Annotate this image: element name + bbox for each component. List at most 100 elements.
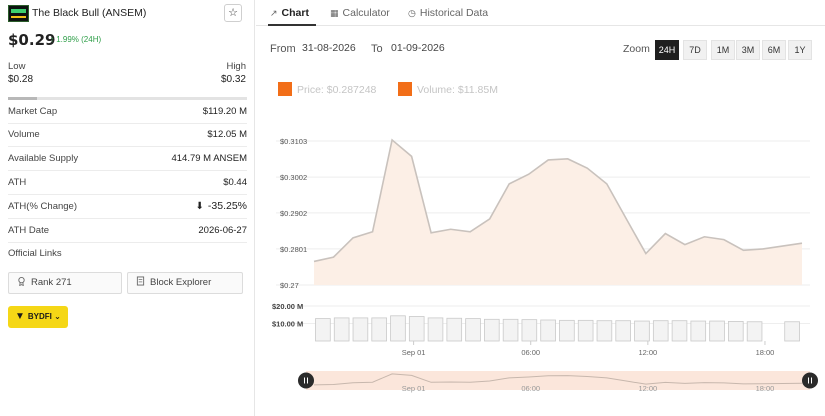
active-tab-indicator: [268, 24, 316, 26]
volume-bar: [315, 318, 331, 342]
document-icon: [136, 276, 145, 286]
low-label: Low: [8, 61, 26, 72]
volume-bar: [709, 320, 725, 342]
price-line: [313, 138, 803, 263]
zoom-3m-button[interactable]: 3M: [736, 40, 760, 60]
tab-chart[interactable]: ↗ Chart: [270, 7, 309, 19]
stat-row-market-cap: Market Cap $119.20 M: [8, 101, 247, 124]
zoom-7d-button[interactable]: 7D: [683, 40, 707, 60]
volume-bar: [746, 321, 763, 342]
volume-bar: [408, 316, 425, 342]
chart-tabs: ↗ Chart ▦ Calculator ◷ Historical Data: [256, 0, 825, 26]
navigator-series-line: [313, 373, 803, 386]
tab-calculator-label: Calculator: [342, 7, 390, 19]
block-explorer-button[interactable]: Block Explorer: [127, 272, 243, 294]
low-value: $0.28: [8, 74, 34, 85]
price-axis-tick-label: $0.2902: [280, 209, 307, 218]
stat-row-ath: ATH $0.44: [8, 172, 247, 195]
coin-name: The Black Bull (ANSEM): [32, 7, 147, 19]
tab-calculator[interactable]: ▦ Calculator: [330, 7, 390, 19]
price-range-bar: [8, 97, 247, 100]
navigator-left-handle[interactable]: [298, 372, 314, 389]
volume-bar: [671, 320, 688, 342]
volume-bar: [784, 321, 800, 342]
volume-bar: [502, 318, 519, 342]
chevron-down-icon: ⌄: [54, 312, 61, 321]
navigator-tick-label: 18:00: [756, 384, 775, 393]
stat-label: ATH Date: [8, 225, 50, 236]
price-change-value: 1.99% (24H): [56, 35, 102, 44]
tab-historical-data[interactable]: ◷ Historical Data: [408, 7, 488, 19]
official-links-label: Official Links: [8, 248, 62, 259]
x-axis-tick-label: 06:00: [521, 348, 540, 357]
legend-price-label: Price: $0.287248: [297, 84, 377, 96]
navigator-tick-label: 06:00: [521, 384, 540, 393]
stat-value: 414.79 M ANSEM: [171, 153, 247, 164]
legend-volume[interactable]: Volume: $11.85M: [398, 82, 498, 96]
volume-axis-tick-label: $20.00 M: [272, 302, 303, 311]
price-range-fill: [8, 97, 37, 100]
volume-bar: [521, 319, 538, 342]
volume-bar: [371, 317, 387, 342]
navigator-tick-label: Sep 01: [402, 384, 426, 393]
medal-icon: [18, 276, 25, 286]
star-icon: ☆: [228, 7, 238, 19]
high-value: $0.32: [220, 74, 246, 85]
price-area-fill: [314, 139, 802, 285]
ath-change-value: -35.25%: [207, 200, 247, 212]
stat-row-ath-date: ATH Date 2026-06-27: [8, 220, 247, 243]
price-change: ↑ 1.99% (24H): [50, 35, 101, 44]
price-axis-tick-label: $0.27: [280, 281, 299, 290]
volume-bar: [634, 320, 650, 342]
zoom-24h-button[interactable]: 24H: [655, 40, 679, 60]
volume-bar: [596, 320, 613, 342]
block-explorer-label: Block Explorer: [150, 277, 212, 288]
zoom-6m-button[interactable]: 6M: [762, 40, 786, 60]
x-axis-tick-label: 12:00: [638, 348, 657, 357]
volume-bar: [559, 319, 575, 342]
rank-button[interactable]: Rank 271: [8, 272, 122, 294]
exchange-dropdown-button[interactable]: ▼ BYDFI ⌄: [8, 306, 68, 328]
stat-value: $12.05 M: [207, 129, 247, 140]
stat-label: Volume: [8, 129, 40, 140]
volume-bar: [728, 320, 744, 342]
tab-historical-label: Historical Data: [419, 7, 489, 19]
legend-price[interactable]: Price: $0.287248: [278, 82, 376, 96]
stat-value: $0.44: [223, 177, 247, 188]
legend-volume-swatch: [398, 82, 412, 96]
stat-value: ⬇ -35.25%: [196, 200, 248, 212]
stat-label: ATH: [8, 177, 27, 188]
legend-price-swatch: [278, 82, 292, 96]
zoom-1y-button[interactable]: 1Y: [788, 40, 812, 60]
volume-bar: [352, 317, 369, 342]
price-axis-tick-label: $0.3002: [280, 173, 307, 182]
high-label: High: [226, 61, 246, 72]
price-volume-chart[interactable]: $0.3103 $0.3002 $0.2902 $0.2801 $0.27 $20.00 …: [256, 110, 825, 416]
coin-logo: [8, 5, 29, 22]
coin-price: $0.29: [8, 31, 56, 49]
stat-value: 2026-06-27: [198, 225, 247, 236]
zoom-1m-button[interactable]: 1M: [711, 40, 735, 60]
stat-row-available-supply: Available Supply 414.79 M ANSEM: [8, 148, 247, 171]
arrow-up-icon: ↑: [50, 35, 54, 44]
watchlist-star-button[interactable]: ☆: [224, 4, 242, 22]
from-date-input[interactable]: 31-08-2026: [302, 42, 356, 54]
volume-bar: [427, 317, 444, 342]
volume-bar: [577, 319, 594, 342]
stat-value: $119.20 M: [202, 106, 247, 117]
stat-label: Available Supply: [8, 153, 79, 164]
from-label: From: [270, 43, 296, 55]
stat-row-volume: Volume $12.05 M: [8, 124, 247, 147]
stat-row-ath-change: ATH(% Change) ⬇ -35.25%: [8, 196, 247, 219]
volume-bar: [690, 320, 707, 342]
chart-line-icon: ↗: [270, 8, 278, 18]
rank-label: Rank 271: [31, 277, 72, 288]
x-axis-tick-label: 18:00: [756, 348, 775, 357]
volume-bar: [484, 318, 500, 342]
navigator-right-handle[interactable]: [802, 372, 818, 389]
volume-bar: [333, 317, 350, 342]
to-date-input[interactable]: 01-09-2026: [391, 42, 445, 54]
price-axis-tick-label: $0.3103: [280, 137, 307, 146]
stat-label: Market Cap: [8, 106, 58, 117]
tab-chart-label: Chart: [281, 7, 309, 19]
